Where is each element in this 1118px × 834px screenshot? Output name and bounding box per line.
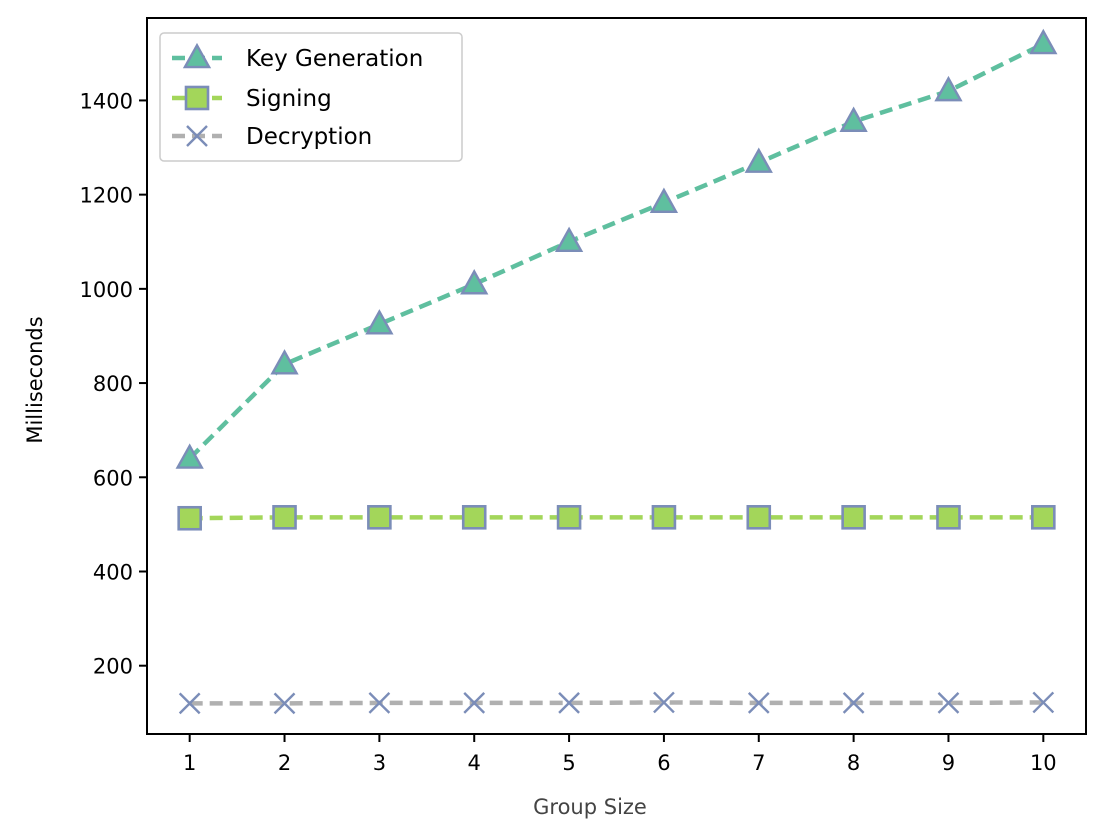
data-point [270, 349, 299, 375]
x-tick-label: 5 [562, 751, 575, 775]
plot-area-frame [146, 17, 1087, 735]
series-signing [177, 505, 1056, 531]
data-point [463, 692, 486, 714]
data-point [653, 691, 675, 714]
data-point [554, 226, 584, 253]
legend-label: Decryption [246, 124, 372, 150]
legend-label: Key Generation [246, 46, 423, 72]
x-tick-label: 8 [847, 751, 860, 775]
series-key-generation [175, 28, 1058, 469]
data-point [934, 75, 963, 102]
data-point [936, 505, 961, 530]
legend-item: Key Generation [172, 42, 423, 72]
x-tick-label: 3 [373, 751, 386, 775]
x-tick-label: 7 [752, 751, 765, 775]
data-point [273, 692, 296, 715]
x-tick-label: 6 [657, 751, 670, 775]
legend-box [159, 32, 463, 162]
legend-marker [182, 42, 212, 69]
data-point [558, 692, 580, 714]
y-axis-title: Milliseconds [23, 316, 47, 443]
legend-marker [184, 85, 210, 111]
data-point [651, 505, 677, 530]
y-tick-label: 400 [93, 560, 133, 584]
data-point [1029, 28, 1058, 55]
series-line [189, 515, 1044, 521]
y-tick-label: 1400 [80, 89, 133, 113]
data-point [747, 692, 770, 714]
y-tick-label: 200 [93, 655, 133, 679]
legend: Key Generation Signing Decryption [159, 32, 463, 162]
y-axis-ticks: 200 400 600 800 1000 1200 1400 [80, 89, 147, 679]
data-point [368, 692, 391, 714]
data-point [744, 147, 773, 173]
data-point [460, 269, 489, 295]
data-point [842, 692, 865, 714]
data-point [365, 309, 394, 335]
legend-item: Decryption [172, 124, 372, 150]
x-tick-label: 10 [1030, 751, 1057, 775]
data-point [1031, 505, 1056, 530]
y-tick-label: 1000 [80, 278, 133, 302]
legend-item: Signing [172, 85, 332, 112]
x-tick-label: 4 [468, 751, 481, 775]
data-point [841, 505, 866, 530]
data-point [178, 692, 201, 715]
x-axis-title: Group Size [533, 795, 647, 819]
y-tick-label: 1200 [80, 184, 133, 208]
legend-marker [186, 125, 208, 147]
x-axis-ticks: 1 2 3 4 5 6 7 8 9 10 [183, 734, 1057, 775]
series-decryption [178, 691, 1055, 715]
data-point [175, 443, 204, 469]
y-tick-label: 600 [93, 466, 133, 490]
data-point [937, 692, 960, 714]
data-point [746, 505, 772, 530]
data-point [272, 505, 297, 530]
data-point [649, 187, 679, 213]
x-tick-label: 2 [278, 751, 291, 775]
legend-label: Signing [246, 86, 332, 112]
series-layer [175, 28, 1058, 715]
x-tick-label: 9 [942, 751, 955, 775]
data-point [177, 505, 202, 531]
data-point [367, 505, 392, 530]
data-point [839, 106, 868, 132]
data-point [556, 505, 582, 530]
series-line [188, 41, 1045, 461]
series-line [189, 700, 1044, 706]
data-point [461, 505, 487, 530]
data-point [1032, 691, 1055, 714]
y-tick-label: 800 [93, 372, 133, 396]
x-tick-label: 1 [183, 751, 196, 775]
